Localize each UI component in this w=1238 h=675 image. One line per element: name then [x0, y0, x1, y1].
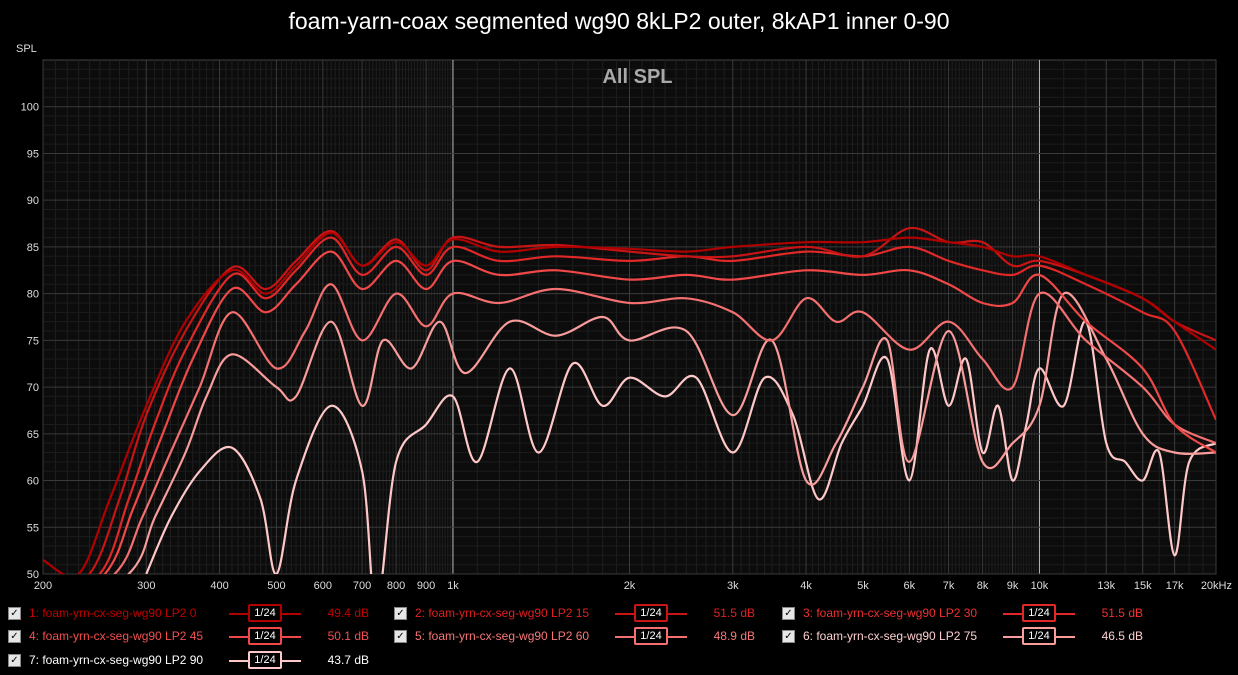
x-tick-label: 400 — [210, 580, 228, 592]
legend-item-2[interactable]: ✓ 2: foam-yrn-cx-seg-wg90 LP2 15 1/24 51… — [394, 602, 755, 624]
chart-title: foam-yarn-coax segmented wg90 8kLP2 oute… — [288, 8, 950, 34]
series-line-3 — [98, 236, 1216, 574]
series-line-1 — [43, 231, 1216, 574]
legend-level: 48.9 dB — [713, 629, 755, 643]
x-tick-label: 9k — [1007, 580, 1019, 592]
legend-item-4[interactable]: ✓ 4: foam-yrn-cx-seg-wg90 LP2 45 1/24 50… — [8, 625, 369, 647]
series-line-5 — [113, 283, 1216, 574]
legend-item-6[interactable]: ✓ 6: foam-yrn-cx-seg-wg90 LP2 75 1/24 46… — [782, 625, 1143, 647]
y-tick-label: 60 — [27, 476, 39, 488]
x-tick-label: 300 — [137, 580, 155, 592]
smoothing-control[interactable]: 1/24 — [229, 604, 301, 622]
x-tick-label: 700 — [353, 580, 371, 592]
legend-item-7[interactable]: ✓ 7: foam-yrn-cx-seg-wg90 LP2 90 1/24 43… — [8, 649, 369, 671]
checkbox[interactable]: ✓ — [8, 606, 21, 620]
x-tick-label: 4k — [800, 580, 812, 592]
legend-label: 5: foam-yrn-cx-seg-wg90 LP2 60 — [415, 629, 590, 643]
x-tick-label: 900 — [417, 580, 435, 592]
legend-item-5[interactable]: ✓ 5: foam-yrn-cx-seg-wg90 LP2 60 1/24 48… — [394, 625, 755, 647]
x-tick-label: 6k — [904, 580, 916, 592]
x-tick-label: 800 — [387, 580, 405, 592]
checkbox[interactable]: ✓ — [394, 606, 407, 620]
legend-item-1[interactable]: ✓ 1: foam-yrn-cx-seg-wg90 LP2 0 1/24 49.… — [8, 602, 369, 624]
x-tick-label: 5k — [857, 580, 869, 592]
x-tick-label: 2k — [624, 580, 636, 592]
y-tick-label: 85 — [27, 242, 39, 254]
legend: ✓ 1: foam-yrn-cx-seg-wg90 LP2 0 1/24 49.… — [0, 600, 1238, 675]
checkbox[interactable]: ✓ — [394, 629, 407, 643]
x-tick-label: 20kHz — [1201, 580, 1232, 592]
legend-label: 7: foam-yrn-cx-seg-wg90 LP2 90 — [29, 653, 204, 667]
legend-level: 51.5 dB — [1101, 606, 1143, 620]
y-tick-label: 65 — [27, 429, 39, 441]
checkbox[interactable]: ✓ — [782, 629, 795, 643]
legend-label: 1: foam-yrn-cx-seg-wg90 LP2 0 — [29, 606, 197, 620]
checkbox[interactable]: ✓ — [782, 606, 795, 620]
legend-item-3[interactable]: ✓ 3: foam-yrn-cx-seg-wg90 LP2 30 1/24 51… — [782, 602, 1143, 624]
x-tick-label: 7k — [943, 580, 955, 592]
smoothing-control[interactable]: 1/24 — [615, 604, 687, 622]
legend-level: 49.4 dB — [327, 606, 369, 620]
legend-label: 4: foam-yrn-cx-seg-wg90 LP2 45 — [29, 629, 204, 643]
legend-level: 51.5 dB — [713, 606, 755, 620]
series-line-4 — [103, 250, 1216, 574]
chart-subtitle: All SPL — [602, 66, 672, 88]
checkbox[interactable]: ✓ — [8, 629, 21, 643]
smoothing-control[interactable]: 1/24 — [229, 651, 301, 669]
x-tick-label: 200 — [34, 580, 52, 592]
legend-label: 6: foam-yrn-cx-seg-wg90 LP2 75 — [803, 629, 978, 643]
x-tick-label: 10k — [1031, 580, 1049, 592]
x-tick-label: 13k — [1097, 580, 1115, 592]
checkbox[interactable]: ✓ — [8, 653, 21, 667]
x-tick-label: 600 — [314, 580, 332, 592]
x-tick-label: 8k — [977, 580, 989, 592]
legend-level: 50.1 dB — [327, 629, 369, 643]
y-tick-label: 90 — [27, 195, 39, 207]
legend-level: 46.5 dB — [1101, 629, 1143, 643]
y-tick-label: 50 — [27, 569, 39, 581]
x-tick-label: 500 — [267, 580, 285, 592]
y-tick-label: 55 — [27, 522, 39, 534]
smoothing-control[interactable]: 1/24 — [1003, 604, 1075, 622]
x-tick-label: 1k — [447, 580, 459, 592]
series-line-7 — [145, 320, 1216, 574]
y-tick-label: 80 — [27, 289, 39, 301]
y-axis-label: SPL — [16, 43, 37, 55]
x-tick-label: 15k — [1134, 580, 1152, 592]
legend-label: 3: foam-yrn-cx-seg-wg90 LP2 30 — [803, 606, 978, 620]
series-line-2 — [87, 226, 1216, 574]
legend-label: 2: foam-yrn-cx-seg-wg90 LP2 15 — [415, 606, 590, 620]
y-tick-label: 95 — [27, 148, 39, 160]
y-tick-label: 70 — [27, 382, 39, 394]
y-tick-label: 75 — [27, 335, 39, 347]
x-tick-label: 3k — [727, 580, 739, 592]
series-line-6 — [127, 291, 1216, 574]
smoothing-control[interactable]: 1/24 — [1003, 627, 1075, 645]
x-tick-label: 17k — [1166, 580, 1184, 592]
spl-chart: 50 55 60 65 70 75 80 85 90 95 100 200 300 400 500 600 70… — [16, 43, 1232, 592]
y-tick-label: 100 — [21, 102, 39, 114]
legend-level: 43.7 dB — [327, 653, 369, 667]
smoothing-control[interactable]: 1/24 — [229, 627, 301, 645]
smoothing-control[interactable]: 1/24 — [615, 627, 687, 645]
